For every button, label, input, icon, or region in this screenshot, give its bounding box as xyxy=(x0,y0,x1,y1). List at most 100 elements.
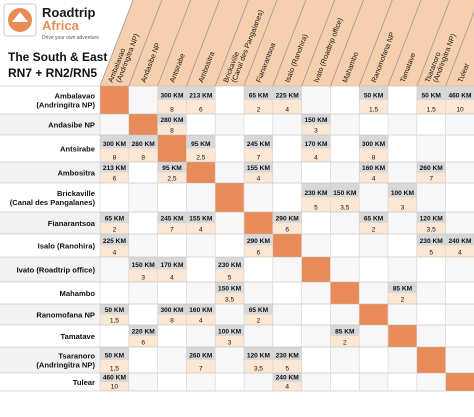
hours-value: 8 xyxy=(170,128,174,135)
distance-value: 230 KM xyxy=(218,262,242,269)
header-divider xyxy=(214,0,249,87)
hours-value: 5 xyxy=(228,275,232,282)
distance-cell-bg xyxy=(186,86,216,100)
diagonal-cell xyxy=(330,282,360,304)
distance-cell-bg xyxy=(272,347,302,360)
diagonal-cell xyxy=(416,347,446,373)
distance-cell-bg xyxy=(330,183,360,198)
hours-cell-bg xyxy=(445,245,474,257)
distance-value: 50 KM xyxy=(421,93,441,100)
header-divider xyxy=(157,0,192,87)
row-header-cell xyxy=(0,86,100,114)
hours-cell-bg xyxy=(244,360,273,373)
hours-cell-bg xyxy=(244,172,273,183)
hours-value: 3,5 xyxy=(427,227,436,234)
hours-value: 3,5 xyxy=(225,297,234,304)
empty-cell xyxy=(359,114,388,135)
hours-cell-bg xyxy=(388,197,417,212)
hours-value: 2 xyxy=(343,340,347,347)
distance-cell-bg xyxy=(330,325,360,336)
row-header-label: Tulear xyxy=(73,378,95,387)
distance-value: 150 KM xyxy=(218,286,242,293)
empty-cell xyxy=(244,282,273,304)
distance-value: 95 KM xyxy=(162,165,182,172)
hours-cell-bg xyxy=(186,100,216,114)
hours-value: 6 xyxy=(199,107,203,114)
hours-value: 4 xyxy=(372,176,376,183)
hours-cell-bg xyxy=(301,124,331,135)
distance-value: 50 KM xyxy=(364,93,384,100)
hours-cell-bg xyxy=(157,124,187,135)
empty-cell xyxy=(330,347,360,373)
hours-cell-bg xyxy=(445,100,474,114)
hours-cell-bg xyxy=(330,336,360,347)
distance-cell-bg xyxy=(100,162,129,173)
empty-cell xyxy=(359,257,388,282)
column-header-area: Ambalavao(Andringitra NP)Andasibe NP Ants… xyxy=(99,0,474,87)
distance-cell-bg xyxy=(100,135,129,149)
hours-value: 3 xyxy=(401,205,405,212)
empty-cell xyxy=(301,325,331,347)
row-header-cell xyxy=(0,212,100,234)
distance-cell-bg xyxy=(128,257,158,270)
logo-line1: Roadtrip xyxy=(42,5,96,20)
distance-value: 225 KM xyxy=(103,238,127,245)
empty-cell xyxy=(330,373,360,391)
empty-cell xyxy=(445,325,474,347)
distance-cell-bg xyxy=(128,325,158,336)
empty-cell xyxy=(100,257,129,282)
hours-cell-bg xyxy=(272,100,302,114)
empty-cell xyxy=(359,234,388,257)
hours-cell-bg xyxy=(301,197,331,212)
empty-cell xyxy=(416,373,446,391)
empty-cell xyxy=(157,325,187,347)
hours-cell-bg xyxy=(157,223,187,234)
row-header-label: (Canal des Pangalanes) xyxy=(10,198,96,207)
empty-cell xyxy=(128,86,158,114)
distance-cell-bg xyxy=(244,234,273,246)
hours-value: 4 xyxy=(199,227,203,234)
distance-value: 155 KM xyxy=(247,165,271,172)
distance-value: 100 KM xyxy=(391,190,415,197)
empty-cell xyxy=(272,282,302,304)
empty-cell xyxy=(301,86,331,114)
empty-cell xyxy=(330,257,360,282)
hours-value: 2 xyxy=(257,107,261,114)
distance-cell-bg xyxy=(244,304,273,315)
table-title: The South & East RN7 + RN2/RN5 xyxy=(8,50,107,80)
empty-cell xyxy=(215,86,244,114)
row-header-label: (Andringitra NP) xyxy=(36,101,95,110)
distance-cell-bg xyxy=(157,86,187,100)
distance-value: 225 KM xyxy=(276,93,300,100)
distance-value: 290 KM xyxy=(247,238,271,245)
empty-cell xyxy=(388,162,417,183)
hours-value: 7 xyxy=(257,155,261,162)
empty-cell xyxy=(388,257,417,282)
empty-cell xyxy=(388,373,417,391)
distance-value: 300 KM xyxy=(103,141,127,148)
hours-value: 2 xyxy=(372,227,376,234)
distance-value: 120 KM xyxy=(420,216,444,223)
distance-value: 213 KM xyxy=(189,93,213,100)
distance-value: 65 KM xyxy=(249,307,269,314)
distance-value: 260 KM xyxy=(420,165,444,172)
empty-cell xyxy=(330,135,360,162)
empty-cell xyxy=(388,212,417,234)
row-header-cell xyxy=(0,135,100,162)
empty-cell xyxy=(186,282,216,304)
distance-value: 220 KM xyxy=(132,329,156,336)
empty-cell xyxy=(359,183,388,212)
row-header-label: Isalo (Ranohira) xyxy=(38,242,96,251)
header-divider xyxy=(445,11,474,87)
diagonal-cell xyxy=(388,325,417,347)
distance-cell-bg xyxy=(416,234,446,246)
empty-cell xyxy=(186,373,216,391)
empty-cell xyxy=(416,135,446,162)
empty-cell xyxy=(330,304,360,325)
distance-value: 120 KM xyxy=(247,353,271,360)
empty-cell xyxy=(388,135,417,162)
diagonal-cell xyxy=(100,86,129,114)
distance-cell-bg xyxy=(215,282,244,293)
header-divider xyxy=(128,0,163,87)
hours-value: 4 xyxy=(285,384,289,391)
